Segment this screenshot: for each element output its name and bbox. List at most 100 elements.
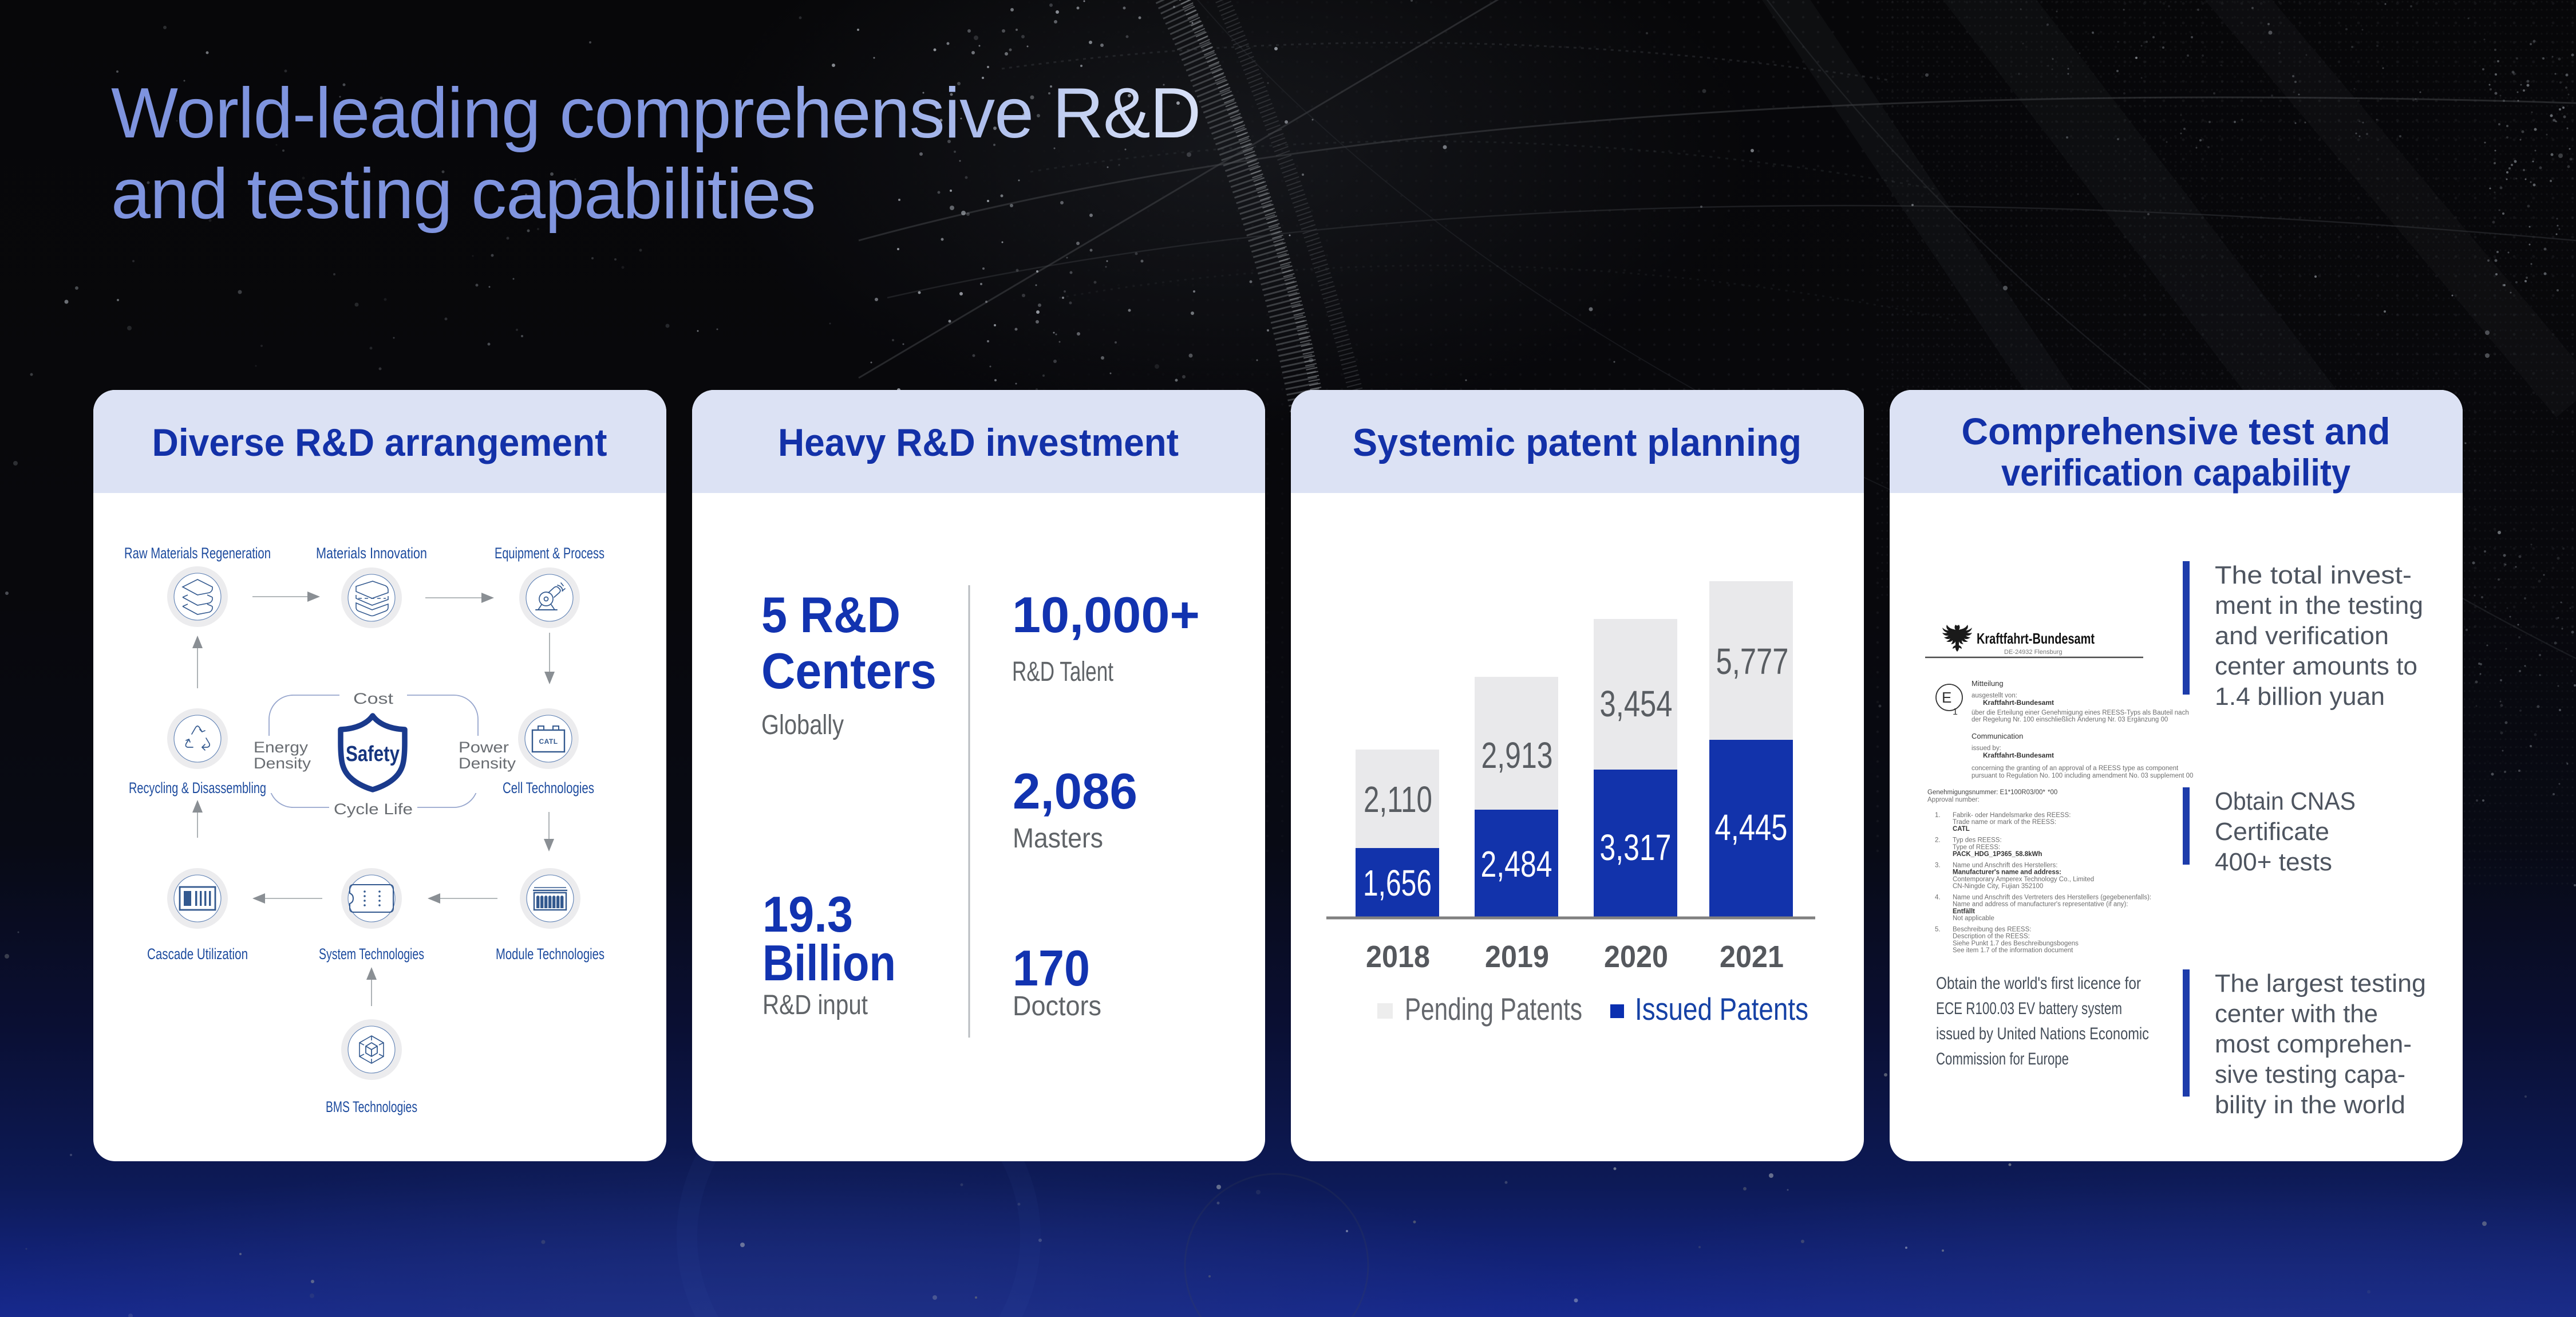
svg-text:2018: 2018 [1366,940,1430,974]
svg-text:*00: *00 [2048,789,2057,796]
svg-text:3,454: 3,454 [1600,683,1673,724]
svg-text:1,656: 1,656 [1363,862,1432,904]
svg-text:Obtain CNAS: Obtain CNAS [2215,787,2356,815]
svg-text:Heavy R&D investment: Heavy R&D investment [778,421,1179,464]
svg-text:See item 1.7 of the informatio: See item 1.7 of the information document [1953,947,2073,954]
svg-text:1.4 billion yuan: 1.4 billion yuan [2215,683,2385,711]
svg-text:400+ tests: 400+ tests [2215,848,2332,876]
svg-text:Systemic patent planning: Systemic patent planning [1353,421,1801,464]
svg-text:Centers: Centers [761,642,937,699]
svg-text:Kraftfahrt-Bundesamt: Kraftfahrt-Bundesamt [1983,699,2054,707]
svg-text:Power: Power [459,739,509,756]
svg-text:Density: Density [459,755,516,772]
svg-text:Genehmigungsnummer: E1*100R03/: Genehmigungsnummer: E1*100R03/00* [1927,789,2045,796]
svg-text:Type of REESS:: Type of REESS: [1953,844,2000,851]
svg-text:CN-Ningde City, Fujian 352100: CN-Ningde City, Fujian 352100 [1953,883,2043,890]
svg-text:center amounts to: center amounts to [2215,652,2417,680]
svg-text:issued by:: issued by: [1971,745,2001,752]
svg-text:Approval number:: Approval number: [1927,796,1980,803]
svg-text:Kraftfahrt-Bundesamt: Kraftfahrt-Bundesamt [1977,630,2095,647]
svg-text:bility in the world: bility in the world [2215,1091,2405,1119]
svg-text:Cost: Cost [353,690,394,707]
svg-text:Raw Materials Regeneration: Raw Materials Regeneration [124,545,271,562]
svg-text:5 R&D: 5 R&D [761,586,900,643]
svg-text:and verification: and verification [2215,622,2389,650]
svg-text:Siehe Punkt 1.7 des Beschreibu: Siehe Punkt 1.7 des Beschreibungsbogens [1953,940,2079,947]
svg-text:Cascade Utilization: Cascade Utilization [147,945,248,963]
svg-text:verification capability: verification capability [2001,451,2350,494]
svg-text:PACK_HDG_1P365_58.8kWh: PACK_HDG_1P365_58.8kWh [1953,851,2042,858]
svg-text:The largest testing: The largest testing [2215,969,2426,997]
svg-text:Name und Anschrift des Vertret: Name und Anschrift des Vertreters des He… [1953,894,2151,901]
svg-text:Not applicable: Not applicable [1953,915,1994,922]
svg-text:Materials Innovation: Materials Innovation [316,545,427,562]
svg-text:Fabrik- oder Handelsmarke des: Fabrik- oder Handelsmarke des REESS: [1953,812,2071,819]
svg-text:2021: 2021 [1720,940,1784,974]
svg-text:Recycling & Disassembling: Recycling & Disassembling [129,779,266,796]
svg-text:Beschreibung des REESS:: Beschreibung des REESS: [1953,926,2031,933]
svg-text:Kraftfahrt-Bundesamt: Kraftfahrt-Bundesamt [1983,751,2054,759]
svg-text:R&D Talent: R&D Talent [1012,657,1113,687]
svg-text:5,777: 5,777 [1716,641,1789,682]
svg-text:Equipment & Process: Equipment & Process [495,545,605,562]
svg-text:issued by United Nations Econo: issued by United Nations Economic [1936,1024,2149,1043]
svg-text:Comprehensive test and: Comprehensive test and [1962,410,2391,452]
svg-text:ment in the testing: ment in the testing [2215,592,2423,620]
svg-text:Density: Density [254,755,311,772]
svg-text:2020: 2020 [1604,940,1668,974]
svg-text:Description of the REESS:: Description of the REESS: [1953,933,2030,940]
svg-text:sive testing capa-: sive testing capa- [2215,1060,2405,1089]
svg-text:2.: 2. [1935,837,1941,844]
svg-text:Masters: Masters [1013,823,1103,854]
svg-text:Diverse R&D arrangement: Diverse R&D arrangement [152,421,607,464]
svg-text:most comprehen-: most comprehen- [2215,1030,2412,1058]
svg-text:ECE R100.03 EV battery system: ECE R100.03 EV battery system [1936,999,2122,1018]
svg-text:E: E [1942,689,1951,706]
svg-text:Issued Patents: Issued Patents [1635,991,1808,1027]
svg-text:concerning the granting of an: concerning the granting of an approval o… [1971,765,2179,772]
svg-text:center with the: center with the [2215,1000,2378,1028]
svg-text:Doctors: Doctors [1013,991,1101,1022]
svg-text:ausgestellt von:: ausgestellt von: [1971,692,2017,699]
svg-text:pursuant to Regulation No. 100: pursuant to Regulation No. 100 including… [1971,772,2193,779]
svg-text:The total invest-: The total invest- [2215,561,2412,589]
svg-text:Billion: Billion [762,934,896,991]
svg-text:2,484: 2,484 [1481,843,1552,885]
svg-text:Mitteilung: Mitteilung [1971,679,2004,688]
svg-text:Communication: Communication [1971,732,2023,740]
svg-text:19.3: 19.3 [762,886,853,943]
svg-text:CATL: CATL [1953,826,1970,833]
svg-text:über die Erteilung einer Geneh: über die Erteilung einer Genehmigung ein… [1971,709,2189,716]
svg-text:BMS Technologies: BMS Technologies [326,1098,417,1115]
svg-text:2,913: 2,913 [1481,735,1553,776]
svg-text:10,000+: 10,000+ [1012,586,1200,643]
svg-text:der Regelung Nr. 100 einschlie: der Regelung Nr. 100 einschließlich Ände… [1971,716,2168,723]
svg-text:Energy: Energy [254,739,309,756]
svg-text:2,110: 2,110 [1364,779,1432,820]
svg-text:Contemporary Amperex Technolog: Contemporary Amperex Technology Co., Lim… [1953,876,2094,883]
svg-text:R&D input: R&D input [762,990,868,1020]
svg-text:Certificate: Certificate [2215,818,2329,846]
svg-text:Obtain the world's first licen: Obtain the world's first licence for [1936,974,2141,993]
svg-text:Manufacturer's name and addres: Manufacturer's name and address: [1953,869,2061,876]
svg-text:1.: 1. [1935,812,1941,819]
svg-text:4.: 4. [1935,894,1941,901]
svg-text:3.: 3. [1935,862,1941,869]
svg-text:Cycle Life: Cycle Life [334,801,413,818]
svg-text:2,086: 2,086 [1013,763,1137,819]
svg-text:DE-24932 Flensburg: DE-24932 Flensburg [2004,649,2063,656]
svg-text:3,317: 3,317 [1600,827,1672,868]
svg-text:5.: 5. [1935,926,1941,933]
svg-text:Safety: Safety [346,742,400,766]
svg-text:Cell Technologies: Cell Technologies [503,779,594,796]
svg-text:1: 1 [1953,707,1958,717]
svg-text:Pending Patents: Pending Patents [1405,991,1582,1027]
svg-text:Globally: Globally [761,710,844,740]
svg-text:System Technologies: System Technologies [319,945,424,963]
svg-text:2019: 2019 [1485,940,1549,974]
svg-text:Name and address of manufactur: Name and address of manufacturer's repre… [1953,901,2128,908]
svg-text:Module Technologies: Module Technologies [496,945,605,963]
svg-text:Entfällt: Entfällt [1953,908,1975,915]
svg-text:170: 170 [1013,940,1090,996]
svg-text:Commission for Europe: Commission for Europe [1936,1050,2069,1068]
